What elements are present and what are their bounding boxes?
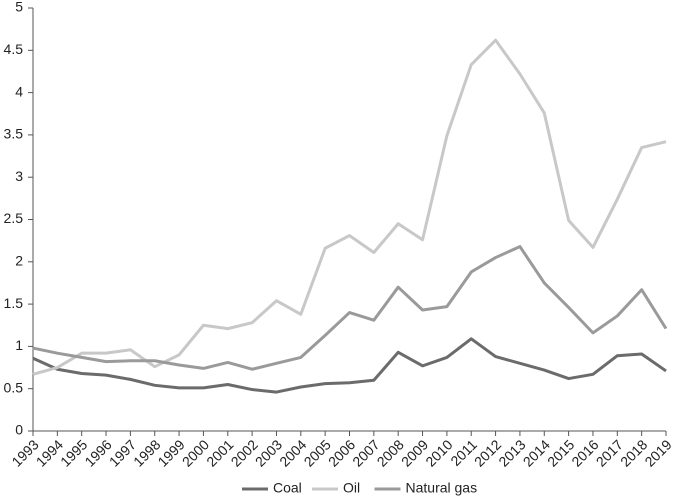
y-tick-label: 4.5 — [4, 41, 24, 57]
line-series — [32, 337, 667, 394]
y-tick-label: 3.5 — [4, 126, 24, 142]
line-series — [32, 245, 668, 371]
y-tick-label: 1 — [15, 337, 23, 353]
y-tick-label: 0.5 — [4, 379, 24, 395]
y-tick-label: 1.5 — [4, 295, 24, 311]
y-tick-label: 4 — [15, 83, 23, 99]
y-tick-label: 5 — [15, 0, 23, 15]
y-tick-label: 2.5 — [4, 210, 24, 226]
x-tick-label: 2011 — [447, 436, 480, 469]
y-tick-label: 0 — [15, 422, 23, 438]
legend-label: Oil — [343, 480, 360, 496]
x-tick-label: 2019 — [641, 436, 673, 469]
legend-label: Coal — [273, 480, 302, 496]
line-series — [32, 38, 667, 376]
legend-label: Natural gas — [406, 480, 478, 496]
y-tick-label: 3 — [15, 168, 23, 184]
y-tick-label: 2 — [15, 253, 23, 269]
